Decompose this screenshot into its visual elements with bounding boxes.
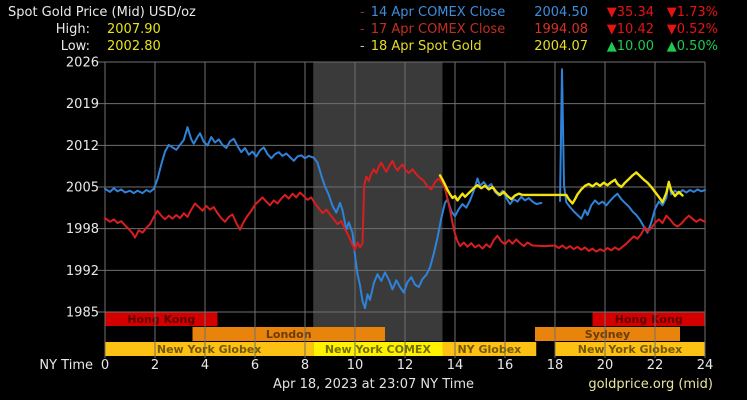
legend-row: -14 Apr COMEX Close 2004.50 ▼35.34 ▼1.73% <box>360 4 718 21</box>
legend-series-name: -17 Apr COMEX Close <box>360 22 530 37</box>
session-bar <box>592 312 705 326</box>
legend-value: 1994.08 <box>534 22 588 37</box>
x-axis-tick-label: 4 <box>201 358 209 373</box>
legend-change-pct: ▼1.73% <box>666 5 718 20</box>
legend-change: ▼35.34 <box>606 5 654 20</box>
timestamp: Apr 18, 2023 at 23:07 NY Time <box>272 377 475 392</box>
legend-change-pct: ▲0.50% <box>666 39 718 54</box>
session-bar <box>442 342 537 356</box>
x-axis-title: NY Time <box>39 358 93 373</box>
session-bars: Hong Kong Hong Kong London Sydney New York G… <box>105 312 705 356</box>
legend-series-label: 17 Apr COMEX Close <box>370 22 506 37</box>
session-bar <box>105 342 314 356</box>
session-bar <box>192 327 385 341</box>
legend-value: 2004.50 <box>534 5 588 20</box>
legend-change-pct: ▼0.52% <box>666 22 718 37</box>
y-axis-tick-label: 1992 <box>66 264 99 279</box>
x-axis-tick-label: 8 <box>301 358 309 373</box>
high-value: 2007.90 <box>107 22 161 37</box>
session-bar <box>105 312 218 326</box>
series-line <box>104 126 543 310</box>
high-label: High: <box>55 22 90 37</box>
session-bar-label: New York COMEX <box>325 343 432 356</box>
gridlines <box>97 61 706 358</box>
session-bar <box>313 342 443 356</box>
low-label: Low: <box>60 39 90 54</box>
y-axis-tick-label: 2026 <box>66 56 99 71</box>
session-bar-label: New York Globex <box>578 343 683 356</box>
session-bar <box>555 342 705 356</box>
legend-series-label: 18 Apr Spot Gold <box>370 39 482 54</box>
x-axis-tick-label: 16 <box>497 358 514 373</box>
x-axis-tick-label: 2 <box>151 358 159 373</box>
session-bar-label: New York Globex <box>157 343 262 356</box>
goldprice-link[interactable]: goldprice.org (mid) <box>588 377 713 392</box>
series-line <box>104 159 706 253</box>
x-axis-tick-label: 22 <box>647 358 664 373</box>
low-row: Low: 2002.80 <box>0 39 161 54</box>
legend-change: ▲10.00 <box>606 39 654 54</box>
high-row: High: 2007.90 <box>0 22 161 37</box>
x-axis-tick-label: 18 <box>547 358 564 373</box>
legend-row: -18 Apr Spot Gold 2004.07 ▲10.00 ▲0.50% <box>360 38 718 55</box>
legend: -14 Apr COMEX Close 2004.50 ▼35.34 ▼1.73% -1… <box>360 4 718 55</box>
x-axis-tick-label: 6 <box>251 358 259 373</box>
x-axis-tick-label: 14 <box>447 358 464 373</box>
legend-dash-icon: - <box>360 39 365 54</box>
x-axis-tick-label: 12 <box>397 358 414 373</box>
x-axis-tick-label: 0 <box>101 358 109 373</box>
x-axis-tick-label: 20 <box>597 358 614 373</box>
legend-series-name: -18 Apr Spot Gold <box>360 39 530 54</box>
y-axis-tick-label: 1998 <box>66 222 99 237</box>
session-bar <box>535 327 680 341</box>
series-line <box>559 68 706 234</box>
y-axis-tick-label: 2005 <box>66 181 99 196</box>
session-bar-label: Hong Kong <box>615 313 683 326</box>
legend-series-label: 14 Apr COMEX Close <box>370 5 506 20</box>
legend-series-name: -14 Apr COMEX Close <box>360 5 530 20</box>
session-bar-label: Hong Kong <box>127 313 195 326</box>
legend-change: ▼10.42 <box>606 22 654 37</box>
y-axis-tick-label: 2019 <box>66 97 99 112</box>
session-bar-label: London <box>266 328 312 341</box>
y-axis-tick-label: 1985 <box>66 306 99 321</box>
series-line <box>438 171 684 205</box>
y-axis-tick-label: 2012 <box>66 139 99 154</box>
chart-title: Spot Gold Price (Mid) USD/oz <box>8 5 196 20</box>
low-value: 2002.80 <box>107 39 161 54</box>
x-axis-tick-label: 24 <box>697 358 714 373</box>
legend-row: -17 Apr COMEX Close 1994.08 ▼10.42 ▼0.52% <box>360 21 718 38</box>
x-axis-tick-label: 10 <box>347 358 364 373</box>
legend-dash-icon: - <box>360 5 365 20</box>
comex-session-shade <box>313 62 443 341</box>
session-bar-label: NY Globex <box>457 343 521 356</box>
legend-value: 2004.07 <box>534 39 588 54</box>
session-bar-label: Sydney <box>585 328 630 341</box>
legend-dash-icon: - <box>360 22 365 37</box>
series-lines <box>104 68 706 310</box>
